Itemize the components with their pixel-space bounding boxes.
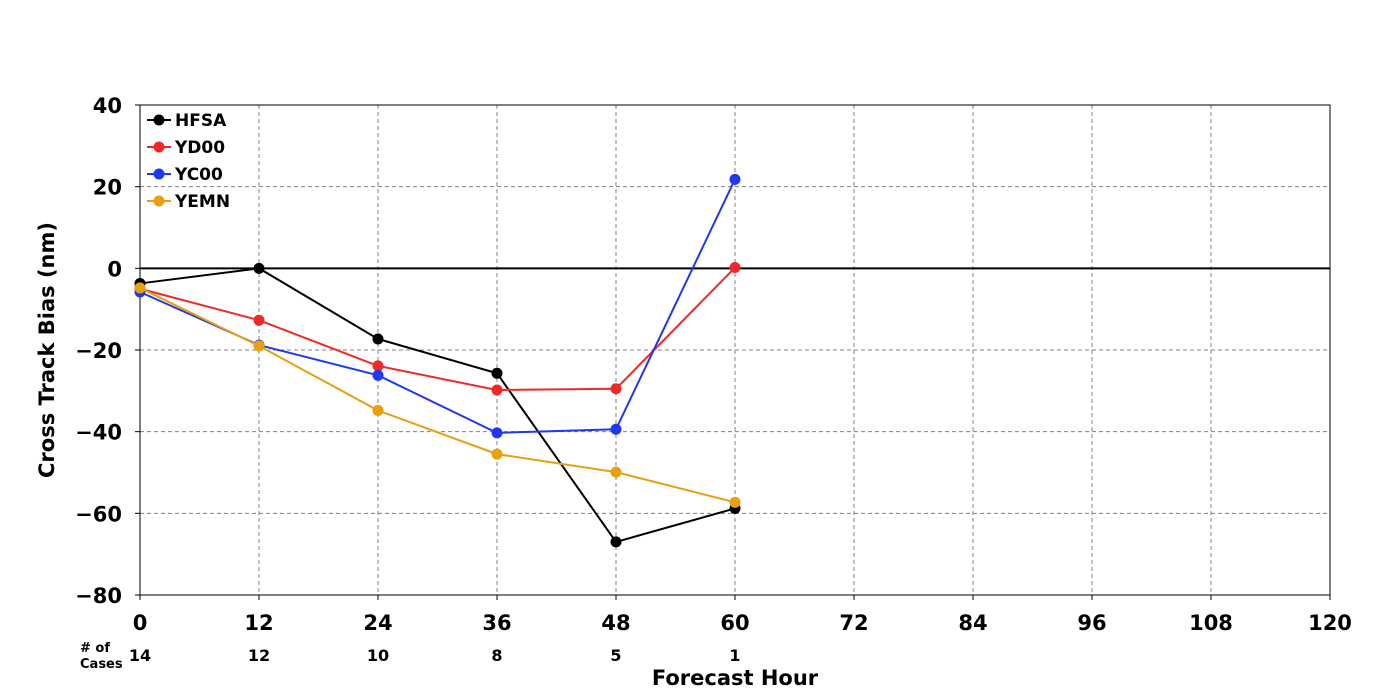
- data-point: [610, 536, 622, 548]
- x-axis-label: Forecast Hour: [652, 666, 819, 690]
- x-tick-label: 120: [1308, 611, 1352, 635]
- legend-label: YC00: [174, 165, 223, 185]
- legend-label: YEMN: [174, 192, 230, 212]
- case-count-label: 5: [610, 646, 621, 665]
- x-tick-label: 12: [244, 611, 273, 635]
- cases-title-line-2: Cases: [80, 657, 123, 672]
- case-count-label: 8: [491, 646, 502, 665]
- data-point: [134, 282, 146, 294]
- y-tick-label: −20: [75, 339, 122, 363]
- y-axis-label: Cross Track Bias (nm): [35, 222, 59, 478]
- data-point: [610, 466, 622, 478]
- data-point: [253, 262, 265, 274]
- legend-item: YC00: [147, 165, 223, 185]
- cases-title-line-1: # of: [80, 641, 110, 656]
- x-tick-label: 96: [1077, 611, 1106, 635]
- x-tick-label: 36: [482, 611, 511, 635]
- legend-marker: [153, 168, 165, 180]
- series-line: [139, 267, 736, 544]
- y-axis-ticks: 40 20 0 −20 −40 −60 −80: [75, 94, 140, 608]
- data-series: [134, 173, 741, 548]
- x-tick-label: 48: [601, 611, 630, 635]
- series-yemn: [134, 282, 741, 508]
- data-point: [729, 173, 741, 185]
- legend-marker: [153, 195, 165, 207]
- y-tick-label: 20: [93, 176, 122, 200]
- legend-item: YD00: [147, 138, 225, 158]
- data-point: [491, 367, 503, 379]
- case-count-label: 10: [367, 646, 389, 665]
- x-axis-ticks: 0 12 24 36 48 60 72 84 96 108 120: [133, 595, 1352, 635]
- series-yc00: [134, 173, 741, 439]
- case-count-label: 14: [129, 646, 151, 665]
- data-point: [253, 340, 265, 352]
- y-tick-label: −40: [75, 421, 122, 445]
- data-point: [372, 369, 384, 381]
- case-count-label: 12: [248, 646, 270, 665]
- legend-item: YEMN: [147, 192, 230, 212]
- legend-item: HFSA: [147, 111, 227, 131]
- x-tick-label: 60: [720, 611, 749, 635]
- data-point: [372, 404, 384, 416]
- legend-marker: [153, 114, 165, 126]
- data-point: [372, 333, 384, 345]
- legend-marker: [153, 141, 165, 153]
- legend-label: YD00: [174, 138, 225, 158]
- y-tick-label: −60: [75, 502, 122, 526]
- data-point: [491, 384, 503, 396]
- series-line: [139, 178, 736, 434]
- data-point: [491, 427, 503, 439]
- legend: HFSA YD00 YC00 YEMN: [147, 111, 230, 212]
- case-count-label: 1: [729, 646, 740, 665]
- x-tick-label: 0: [133, 611, 148, 635]
- x-tick-label: 72: [839, 611, 868, 635]
- legend-label: HFSA: [175, 111, 227, 131]
- y-tick-label: 40: [93, 94, 122, 118]
- data-point: [491, 448, 503, 460]
- data-point: [729, 496, 741, 508]
- data-point: [610, 383, 622, 395]
- series-line: [139, 287, 736, 504]
- y-tick-label: 0: [107, 257, 122, 281]
- data-point: [253, 314, 265, 326]
- x-tick-label: 108: [1189, 611, 1233, 635]
- series-line: [139, 266, 736, 392]
- data-point: [729, 262, 741, 274]
- data-point: [610, 423, 622, 435]
- x-tick-label: 24: [363, 611, 392, 635]
- number-of-cases-row: # of Cases 14 12 10 8 5 1: [80, 641, 741, 672]
- x-tick-label: 84: [958, 611, 987, 635]
- y-tick-label: −80: [75, 584, 122, 608]
- data-point: [372, 360, 384, 372]
